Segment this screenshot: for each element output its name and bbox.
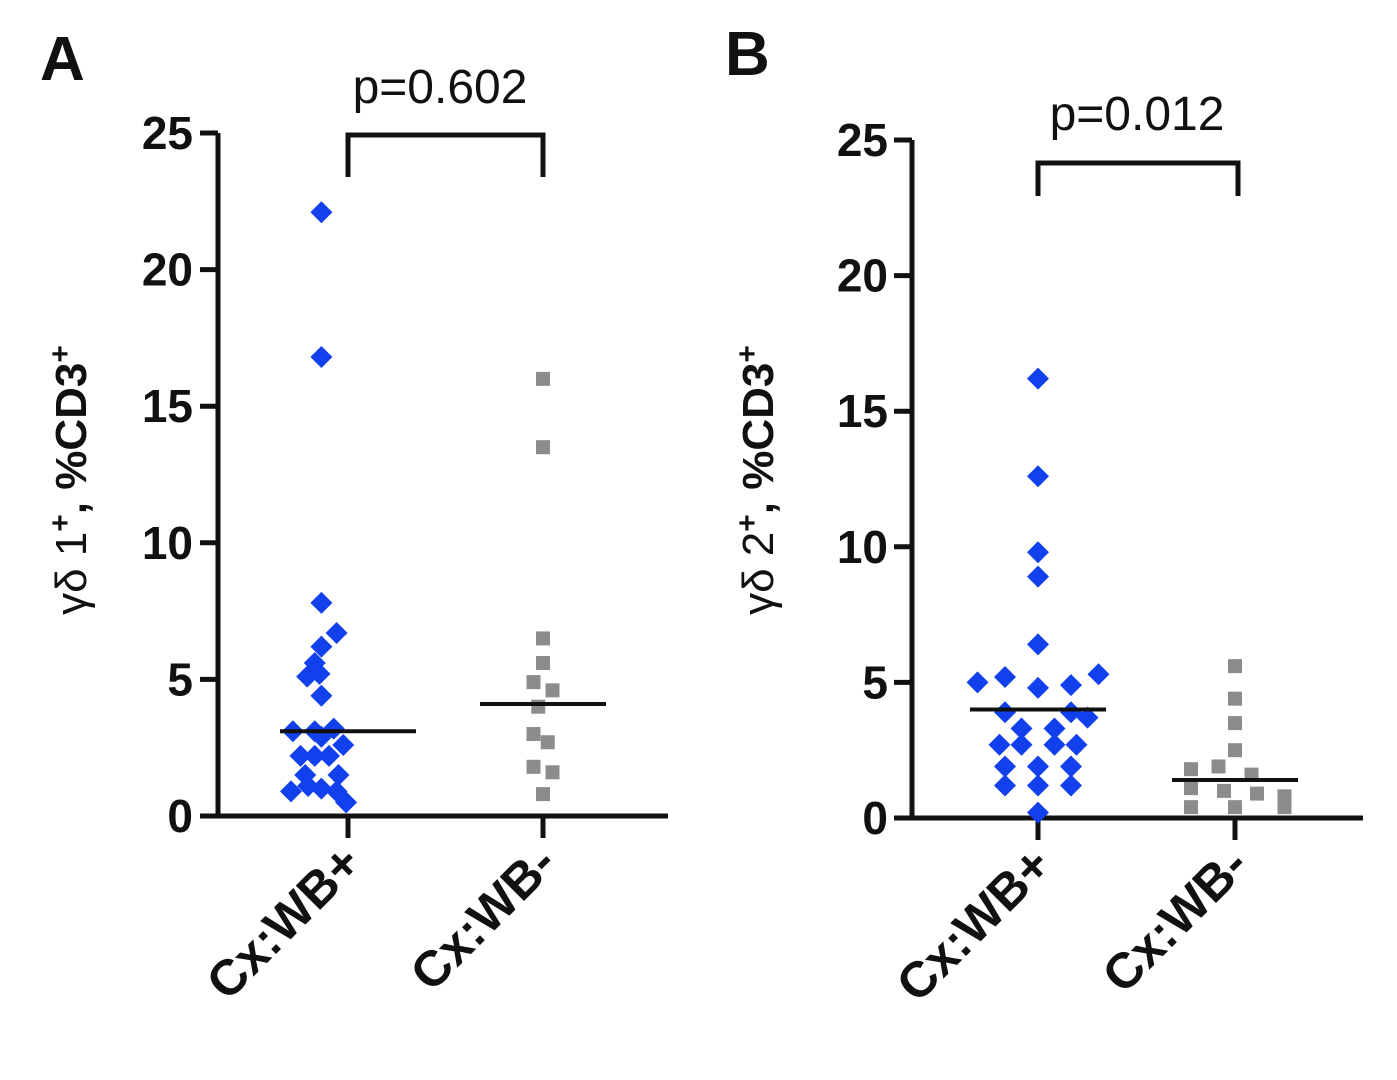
panel-b-y-tick-label: 25 [837, 114, 888, 166]
panel-a-point-wb-pos [303, 744, 326, 767]
panel-a-point-wb-neg [536, 440, 550, 455]
panel-b-point-wb-pos [1043, 733, 1066, 756]
panel-b-y-tick-label: 5 [862, 656, 888, 708]
panel-a-category-label: Cx:WB- [400, 834, 567, 1001]
panel-a-point-wb-pos [335, 791, 358, 814]
panel-a-point-wb-neg [540, 735, 555, 750]
panel-b-pvalue: p=0.012 [1050, 88, 1225, 141]
panel-a-point-wb-pos [308, 662, 331, 685]
panel-a-point-wb-pos [318, 744, 340, 767]
panel-b-point-wb-pos [994, 701, 1016, 724]
panel-a-point-wb-pos [327, 764, 350, 787]
panel-b-category-label: Cx:WB- [1092, 836, 1259, 1003]
panel-b-point-wb-pos [1076, 706, 1099, 729]
panel-a-point-wb-neg [536, 371, 550, 386]
panel-b-point-wb-neg [1217, 783, 1231, 798]
panel-b-point-wb-pos [994, 755, 1016, 778]
panel-a-letter: A [40, 25, 85, 94]
panel-a-point-wb-pos [325, 621, 348, 644]
panel-a-point-wb-neg [536, 631, 550, 646]
panel-b-point-wb-neg [1211, 759, 1226, 774]
panel-b-point-wb-pos [1060, 701, 1082, 724]
panel-b-category-label: Cx:WB+ [886, 836, 1062, 1012]
panel-a-point-wb-pos [310, 684, 333, 707]
panel-a-y-tick-label: 5 [167, 653, 193, 705]
panel-b-point-wb-neg [1184, 781, 1198, 796]
panel-b-point-wb-pos [1060, 774, 1082, 797]
panel-b-y-tick-label: 20 [837, 250, 888, 302]
panel-a-point-wb-neg [545, 765, 560, 780]
panel-b-point-wb-pos [994, 774, 1016, 797]
panel-b-point-wb-pos [1027, 465, 1049, 488]
panel-a-point-wb-pos [310, 346, 333, 369]
panel-b: B p=0.012 γδ 2+, %CD3+ 0 5 10 15 20 25 Cx:WB+ C… [725, 20, 1363, 1012]
panel-b-point-wb-neg [1184, 800, 1198, 815]
panel-b-point-wb-pos [1010, 733, 1033, 756]
panel-b-point-wb-pos [1027, 801, 1049, 824]
panel-b-point-wb-neg [1228, 800, 1242, 815]
panel-a-point-wb-neg [531, 699, 546, 714]
panel-b-point-wb-pos [1027, 676, 1049, 699]
panel-a-significance-bracket [345, 132, 546, 177]
svg-text:γδ 2+, %CD3+: γδ 2+, %CD3+ [731, 345, 784, 615]
panel-b-point-wb-neg [1277, 800, 1292, 815]
panel-b-letter: B [725, 20, 770, 89]
panel-a-pvalue: p=0.602 [353, 61, 528, 114]
panel-b-point-wb-pos [1027, 541, 1049, 564]
panel-a-point-wb-neg [536, 656, 550, 671]
panel-b-point-wb-pos [1043, 717, 1066, 740]
panel-b-point-wb-pos [1027, 633, 1049, 656]
panel-a: A p=0.602 γδ 1+, %CD3+ 0 5 10 15 20 25 Cx:WB+ C… [40, 25, 668, 1010]
panel-a-y-tick-label: 20 [142, 244, 193, 296]
panel-a-y-axis-label: γδ 1+, %CD3+ [44, 345, 97, 615]
panel-a-point-wb-neg [526, 759, 541, 774]
panel-b-point-wb-pos [1065, 733, 1088, 756]
panel-b-point-wb-neg [1184, 762, 1198, 777]
panel-b-point-wb-pos [1010, 717, 1033, 740]
panel-b-point-wb-pos [1087, 663, 1110, 686]
panel-a-point-wb-neg [536, 787, 550, 802]
panel-a-point-wb-pos [332, 733, 355, 756]
panel-a-y-tick-label: 0 [167, 790, 193, 842]
panel-b-point-wb-pos [1027, 565, 1049, 588]
panel-b-y-tick-label: 15 [837, 385, 888, 437]
panel-a-category-label: Cx:WB+ [196, 834, 372, 1010]
panel-a-y-tick-label: 10 [142, 517, 193, 569]
panel-b-point-wb-neg [1228, 659, 1242, 674]
panel-b-point-wb-neg [1228, 716, 1242, 731]
svg-text:γδ 1+, %CD3+: γδ 1+, %CD3+ [44, 345, 97, 615]
panel-a-point-wb-pos [310, 201, 333, 224]
panel-a-point-wb-pos [289, 744, 312, 767]
panel-a-y-tick-label: 15 [142, 380, 193, 432]
panel-a-point-wb-neg [545, 683, 560, 698]
panel-a-point-wb-pos [280, 780, 302, 803]
panel-b-point-wb-neg [1277, 789, 1292, 804]
panel-a-point-wb-pos [310, 777, 333, 800]
panel-a-point-wb-pos [310, 635, 333, 658]
panel-b-point-wb-pos [1060, 674, 1082, 697]
panel-a-y-tick-label: 25 [142, 107, 193, 159]
panel-b-significance-bracket [1035, 160, 1241, 196]
panel-b-y-tick-label: 10 [837, 521, 888, 573]
panel-a-point-wb-pos [310, 591, 333, 614]
panel-a-point-wb-neg [526, 675, 541, 690]
panel-b-y-axis-label: γδ 2+, %CD3+ [731, 345, 784, 615]
panel-b-point-wb-pos [994, 665, 1016, 688]
panel-b-point-wb-pos [966, 671, 989, 694]
panel-b-y-tick-label: 0 [862, 792, 888, 844]
panel-b-point-wb-pos [1027, 755, 1049, 778]
panel-b-point-wb-neg [1228, 743, 1242, 758]
panel-a-point-wb-neg [526, 727, 541, 742]
panel-b-point-wb-pos [1027, 774, 1049, 797]
panel-b-point-wb-neg [1228, 691, 1242, 706]
panel-b-point-wb-pos [988, 733, 1011, 756]
panel-b-point-wb-pos [1060, 755, 1082, 778]
panel-b-point-wb-neg [1250, 786, 1264, 801]
panel-b-point-wb-pos [1027, 367, 1049, 390]
